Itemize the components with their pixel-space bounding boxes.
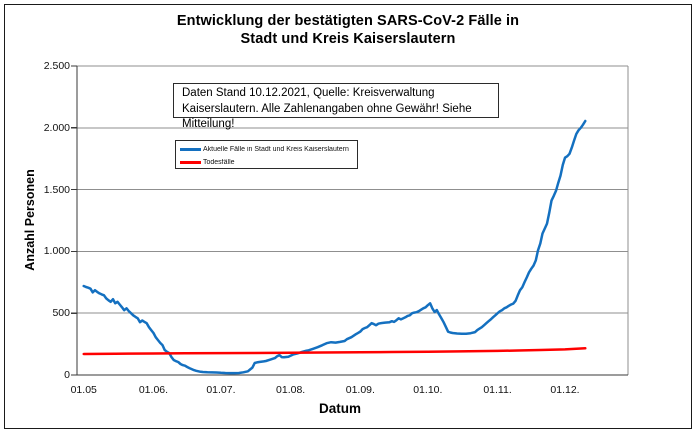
y-tick-label: 1.000 [43, 245, 70, 258]
chart-canvas [71, 65, 629, 376]
y-tick-label: 2.500 [43, 60, 70, 72]
legend-entry-aktuelle-faelle: Aktuelle Fälle in Stadt und Kreis Kaiser… [176, 143, 357, 156]
x-tick-label: 01.12. [550, 384, 580, 396]
red-line-swatch-icon [180, 161, 201, 164]
legend-label-aktuelle-faelle: Aktuelle Fälle in Stadt und Kreis Kaiser… [203, 146, 349, 153]
x-tick-label: 01.06. [138, 384, 169, 396]
x-tick-label: 01.11. [483, 384, 512, 396]
chart-title-line2: Stadt und Kreis Kaiserslautern [240, 31, 456, 47]
x-tick-label: 01.08. [276, 384, 306, 396]
x-tick-label: 01.05 [70, 384, 97, 396]
chart-outer-border [4, 4, 692, 429]
chart-title: Entwicklung der bestätigten SARS-CoV-2 F… [0, 12, 696, 48]
x-axis-title: Datum [318, 401, 362, 416]
y-tick-label: 0 [64, 369, 70, 381]
annotation-line2: Kaiserslautern. Alle Zahlenangaben ohne … [182, 102, 472, 131]
x-tick-label: 01.07. [206, 384, 236, 396]
data-source-annotation: Daten Stand 10.12.2021, Quelle: Kreisver… [173, 83, 499, 130]
chart-legend: Aktuelle Fälle in Stadt und Kreis Kaiser… [175, 140, 358, 169]
legend-entry-todesfaelle: Todesfälle [176, 156, 357, 169]
legend-label-todesfaelle: Todesfälle [203, 159, 235, 166]
x-tick-label: 01.09. [345, 384, 375, 396]
x-tick-label: 01.10. [413, 384, 443, 396]
y-tick-label: 2.000 [43, 121, 70, 134]
series-line-aktuelle-faelle [82, 119, 587, 375]
chart-plot-area [71, 65, 629, 376]
y-tick-label: 1.500 [43, 183, 70, 196]
chart-title-line1: Entwicklung der bestätigten SARS-CoV-2 F… [176, 13, 520, 29]
blue-line-swatch-icon [180, 148, 201, 151]
series-line-todesfaelle [82, 347, 587, 356]
y-tick-label: 500 [52, 307, 70, 320]
annotation-line1: Daten Stand 10.12.2021, Quelle: Kreisver… [182, 87, 435, 99]
